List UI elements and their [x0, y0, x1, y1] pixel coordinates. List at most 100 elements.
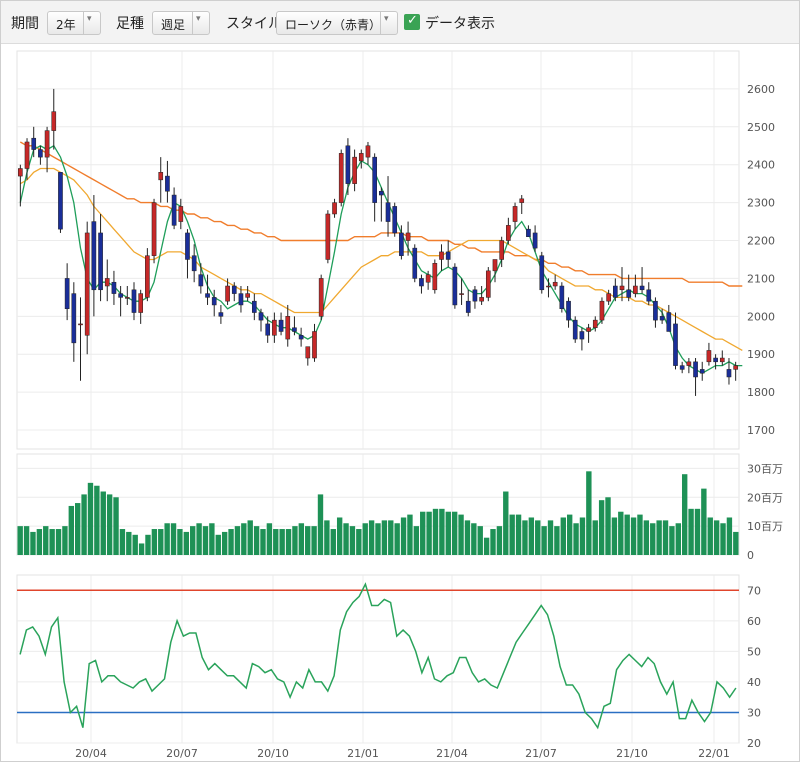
- candle-body: [572, 319, 578, 340]
- volume-bar: [317, 494, 324, 555]
- volume-bar: [100, 491, 106, 555]
- candle-body: [138, 293, 143, 313]
- candle-body: [579, 331, 585, 340]
- price-tick-label: 2300: [747, 197, 775, 210]
- volume-bar: [560, 517, 566, 555]
- candle: [559, 282, 565, 313]
- volume-bar: [624, 514, 630, 555]
- candle: [358, 149, 364, 169]
- candle-body: [392, 206, 398, 234]
- volume-bar: [260, 529, 266, 555]
- volume-bar: [643, 520, 650, 555]
- candle-body: [71, 293, 77, 344]
- show-data-checkbox[interactable]: ✓: [404, 13, 420, 30]
- check-icon: ✓: [407, 13, 418, 28]
- candle-body: [98, 232, 103, 291]
- candle-body: [552, 281, 558, 287]
- candle: [312, 323, 317, 362]
- foot-type-select[interactable]: 週足 ▾: [152, 11, 210, 35]
- volume-bar: [586, 471, 592, 555]
- candle: [84, 221, 90, 355]
- volume-bar: [209, 523, 215, 555]
- candle-body: [171, 194, 177, 226]
- candle: [479, 286, 484, 305]
- volume-bar: [688, 508, 694, 555]
- candle-body: [231, 285, 237, 294]
- candle-body: [198, 274, 204, 287]
- x-tick-label: 22/01: [698, 747, 730, 759]
- candle-body: [532, 232, 538, 249]
- candle: [566, 297, 571, 328]
- candle: [613, 278, 618, 302]
- volume-bar: [164, 523, 170, 555]
- style-select[interactable]: ローソク（赤青） ▾: [276, 11, 398, 35]
- show-data-label[interactable]: データ表示: [425, 16, 495, 32]
- candle-body: [526, 228, 531, 237]
- candle-body: [686, 361, 692, 366]
- candle-body: [118, 293, 123, 298]
- candle-body: [559, 285, 565, 310]
- candle-body: [419, 278, 424, 287]
- volume-bar: [566, 514, 573, 555]
- candle-body: [245, 293, 250, 298]
- chevron-down-icon: ▾: [380, 12, 397, 34]
- candle-body: [31, 137, 37, 150]
- candle: [659, 308, 665, 324]
- candle: [606, 289, 611, 305]
- candle-body: [124, 297, 130, 299]
- volume-bar: [106, 494, 113, 555]
- candle-body: [465, 300, 471, 313]
- volume-bar: [151, 529, 158, 555]
- candle-body: [673, 323, 678, 366]
- candle-body: [352, 156, 357, 184]
- candle: [619, 267, 625, 302]
- price-tick-label: 2100: [747, 272, 775, 285]
- x-tick-label: 20/07: [166, 747, 198, 759]
- volume-bar: [375, 523, 381, 555]
- volume-tick-label: 20百万: [747, 491, 783, 504]
- candle-body: [145, 255, 150, 298]
- candle: [646, 282, 652, 305]
- candle-body: [479, 297, 484, 302]
- candle-body: [385, 202, 391, 222]
- candle-body: [305, 346, 311, 359]
- volume-bar: [675, 523, 681, 555]
- volume-bar: [177, 529, 183, 555]
- candle-body: [44, 130, 50, 158]
- period-value: 2年: [56, 18, 76, 32]
- candle: [532, 225, 538, 252]
- style-label: スタイル: [226, 16, 282, 32]
- candle-body: [24, 141, 30, 169]
- volume-bar: [266, 523, 273, 555]
- axis-labels: 20/04 20/07 20/10 21/01 21/04 21/07 21/10 22/01…: [75, 83, 783, 759]
- volume-bar: [420, 511, 426, 555]
- candle: [506, 217, 511, 245]
- volume-bar: [247, 520, 253, 555]
- candle-body: [312, 331, 317, 359]
- candle: [653, 297, 658, 328]
- volume-bar: [618, 511, 624, 555]
- candle-body: [78, 323, 83, 326]
- volume-bar: [292, 526, 298, 555]
- candle-body: [626, 289, 632, 298]
- volume-bar: [368, 520, 375, 555]
- candle: [51, 88, 57, 150]
- toolbar: 期間 2年 ▾ 足種 週足 ▾ スタイル ローソク（赤青） ▾ ✓ データ表示: [1, 1, 799, 44]
- volume-tick-label: 10百万: [747, 520, 783, 533]
- candle: [719, 350, 725, 366]
- volume-bar: [458, 514, 464, 555]
- volume-bar: [202, 526, 209, 555]
- candle-body: [252, 300, 257, 313]
- volume-bar: [324, 520, 330, 555]
- candle-body: [653, 300, 658, 321]
- volume-bar: [17, 526, 23, 555]
- volume-bar: [726, 517, 733, 555]
- volume-tick-label: 0: [747, 549, 754, 562]
- candle: [539, 251, 545, 294]
- candle: [298, 327, 304, 347]
- period-select[interactable]: 2年 ▾: [47, 11, 101, 35]
- volume-bar: [637, 514, 643, 555]
- volume-bar: [598, 500, 605, 555]
- volume-bar: [432, 508, 439, 555]
